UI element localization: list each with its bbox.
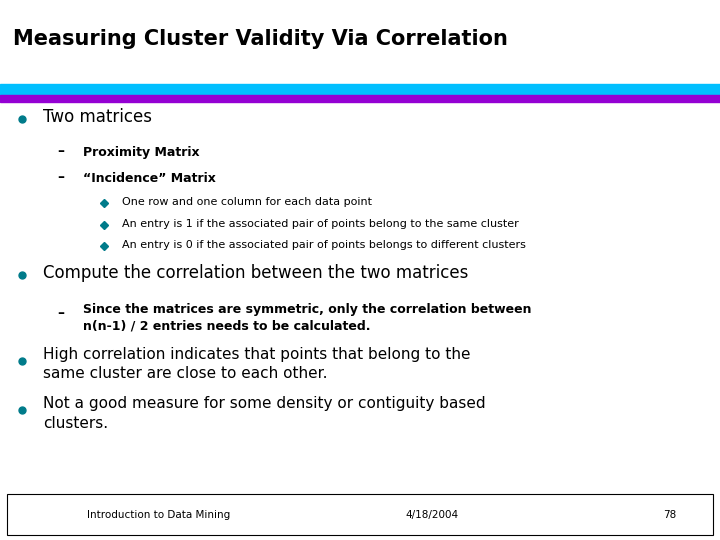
Text: Proximity Matrix: Proximity Matrix (83, 146, 199, 159)
Text: Not a good measure for some density or contiguity based
clusters.: Not a good measure for some density or c… (43, 396, 486, 431)
Text: 78: 78 (663, 510, 676, 519)
Text: Two matrices: Two matrices (43, 108, 152, 126)
Text: “Incidence” Matrix: “Incidence” Matrix (83, 172, 216, 185)
Text: 4/18/2004: 4/18/2004 (405, 510, 459, 519)
Bar (0, 84, 720, 94)
Text: –: – (58, 306, 65, 320)
Text: Since the matrices are symmetric, only the correlation between
n(n-1) / 2 entrie: Since the matrices are symmetric, only t… (83, 303, 531, 333)
Text: –: – (58, 170, 65, 184)
Bar (0, 0, 720, 84)
Text: An entry is 1 if the associated pair of points belong to the same cluster: An entry is 1 if the associated pair of … (122, 219, 519, 229)
Text: Introduction to Data Mining: Introduction to Data Mining (87, 510, 230, 519)
Text: Compute the correlation between the two matrices: Compute the correlation between the two … (43, 264, 469, 282)
FancyBboxPatch shape (7, 494, 713, 535)
Bar (0, 94, 720, 102)
Text: Measuring Cluster Validity Via Correlation: Measuring Cluster Validity Via Correlati… (13, 29, 508, 49)
Text: –: – (58, 144, 65, 158)
Text: An entry is 0 if the associated pair of points belongs to different clusters: An entry is 0 if the associated pair of … (122, 240, 526, 251)
Text: One row and one column for each data point: One row and one column for each data poi… (122, 197, 372, 207)
Text: High correlation indicates that points that belong to the
same cluster are close: High correlation indicates that points t… (43, 347, 471, 381)
